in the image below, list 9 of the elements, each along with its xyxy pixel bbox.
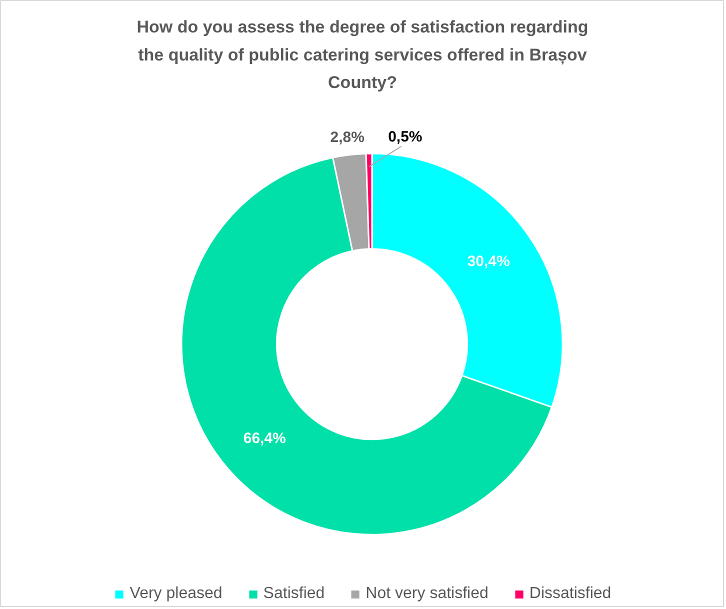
data-label: 30,4% — [467, 252, 510, 270]
legend-label: Satisfied — [263, 585, 325, 603]
chart-title: How do you assess the degree of satisfaction regarding the quality of public catering services offered in Brașov County? — [136, 18, 588, 92]
data-label: 66,4% — [243, 430, 286, 448]
legend-label: Not very satisfied — [366, 585, 488, 603]
legend-label: Dissatisfied — [529, 585, 612, 603]
data-label: 0,5% — [388, 128, 422, 146]
data-label: 2,8% — [330, 129, 364, 146]
legend-label: Very pleased — [130, 585, 222, 603]
